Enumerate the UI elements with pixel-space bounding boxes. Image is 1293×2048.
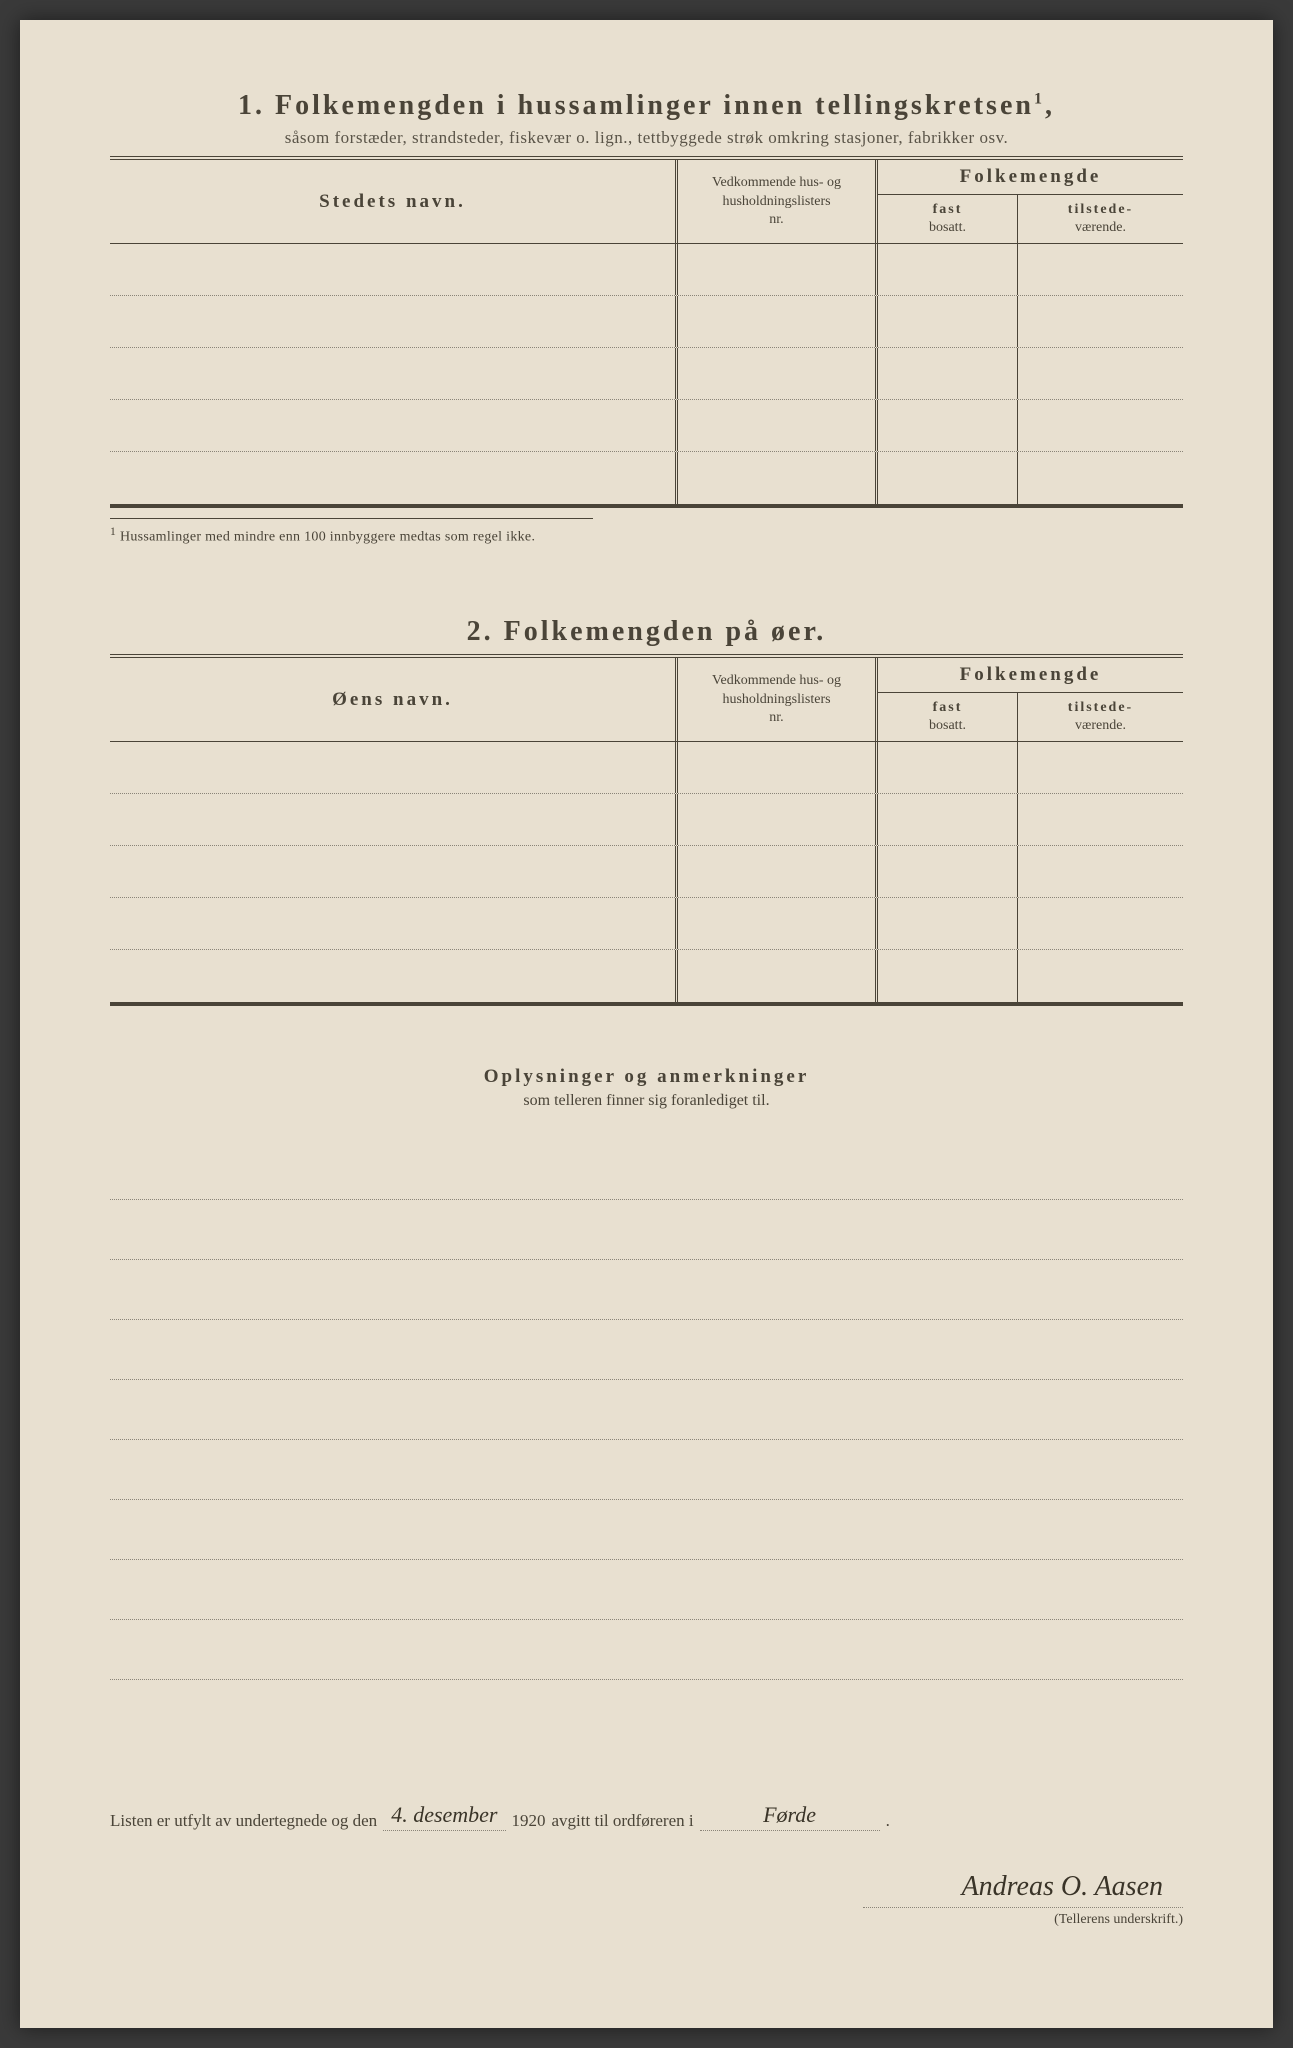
notes-title: Oplysninger og anmerkninger: [110, 1066, 1183, 1088]
til-sub: værende.: [1075, 220, 1126, 235]
notes-subtitle: som telleren finner sig foranlediget til…: [110, 1092, 1183, 1110]
table-row: [110, 348, 1183, 400]
table-row: [110, 296, 1183, 348]
table-row: [110, 452, 1183, 504]
population-title-2: Folkemengde: [878, 658, 1183, 693]
table-2-body: [110, 742, 1183, 1002]
ruled-line: [110, 1260, 1183, 1320]
section-2-title: 2. Folkemengden på øer.: [110, 616, 1183, 648]
col-fast-bosatt: fast bosatt.: [878, 195, 1018, 243]
col-place-name: Stedets navn.: [110, 160, 678, 243]
col2-ref-line3: nr.: [684, 709, 869, 727]
table-row: [110, 400, 1183, 452]
section-1-title: 1. Folkemengden i hussamlinger innen tel…: [110, 90, 1183, 122]
footnote-marker: 1: [110, 525, 116, 538]
section-1-heading: Folkemengden i hussamlinger innen tellin…: [275, 90, 1034, 121]
col-ref-line1: Vedkommende hus- og: [684, 174, 869, 192]
signature-label: (Tellerens underskrift.): [110, 1912, 1183, 1928]
footnote-1: 1 Hussamlinger med mindre enn 100 innbyg…: [110, 518, 593, 546]
ruled-line: [110, 1320, 1183, 1380]
section-1-subtitle: såsom forstæder, strandsteder, fiskevær …: [110, 128, 1183, 148]
ruled-line: [110, 1200, 1183, 1260]
col2-ref-line2: husholdningslisters: [684, 691, 869, 709]
table-1: Stedets navn. Vedkommende hus- og hushol…: [110, 156, 1183, 508]
date-handwritten: 4. desember: [383, 1802, 505, 1831]
year: 1920: [512, 1811, 546, 1831]
notes-lines: [110, 1140, 1183, 1680]
col-population-2: Folkemengde fast bosatt. tilstede- væren…: [878, 658, 1183, 741]
footer-text-1: Listen er utfylt av undertegnede og den: [110, 1811, 377, 1831]
census-form-page: 1. Folkemengden i hussamlinger innen tel…: [20, 20, 1273, 2028]
fast-label-2: fast: [882, 699, 1013, 717]
col-island-name: Øens navn.: [110, 658, 678, 741]
til-sub-2: værende.: [1075, 718, 1126, 733]
table-2-header: Øens navn. Vedkommende hus- og husholdni…: [110, 658, 1183, 742]
col-tilstede: tilstede- værende.: [1018, 195, 1183, 243]
table-row: [110, 846, 1183, 898]
section-2-heading: Folkemengden på øer.: [504, 616, 827, 647]
section-3-notes: Oplysninger og anmerkninger som telleren…: [110, 1066, 1183, 1680]
table-row: [110, 898, 1183, 950]
signature-handwritten: Andreas O. Aasen: [863, 1871, 1183, 1908]
ruled-line: [110, 1440, 1183, 1500]
col-population: Folkemengde fast bosatt. tilstede- væren…: [878, 160, 1183, 243]
table-1-body: [110, 244, 1183, 504]
table-2: Øens navn. Vedkommende hus- og husholdni…: [110, 654, 1183, 1006]
population-sub: fast bosatt. tilstede- værende.: [878, 195, 1183, 243]
col-ref-line2: husholdningslisters: [684, 193, 869, 211]
attestation-line: Listen er utfylt av undertegnede og den …: [110, 1802, 1183, 1831]
footer: Listen er utfylt av undertegnede og den …: [110, 1802, 1183, 1928]
ruled-line: [110, 1500, 1183, 1560]
col-reference-2: Vedkommende hus- og husholdningslisters …: [678, 658, 878, 741]
footnote-text: Hussamlinger med mindre enn 100 innbygge…: [120, 530, 535, 545]
section-2-number: 2.: [467, 616, 494, 647]
col2-ref-line1: Vedkommende hus- og: [684, 672, 869, 690]
section-1-number: 1.: [238, 90, 265, 121]
table-row: [110, 950, 1183, 1002]
population-title: Folkemengde: [878, 160, 1183, 195]
col-ref-line3: nr.: [684, 211, 869, 229]
place-handwritten: Førde: [700, 1802, 880, 1831]
col-tilstede-2: tilstede- værende.: [1018, 693, 1183, 741]
signature-area: Andreas O. Aasen (Tellerens underskrift.…: [110, 1871, 1183, 1928]
ruled-line: [110, 1140, 1183, 1200]
population-sub-2: fast bosatt. tilstede- værende.: [878, 693, 1183, 741]
fast-label: fast: [882, 201, 1013, 219]
table-row: [110, 742, 1183, 794]
footer-text-2: avgitt til ordføreren i: [552, 1811, 694, 1831]
col-fast-bosatt-2: fast bosatt.: [878, 693, 1018, 741]
ruled-line: [110, 1560, 1183, 1620]
table-1-header: Stedets navn. Vedkommende hus- og hushol…: [110, 160, 1183, 244]
table-row: [110, 244, 1183, 296]
til-label: tilstede-: [1022, 201, 1179, 219]
col-reference: Vedkommende hus- og husholdningslisters …: [678, 160, 878, 243]
section-2: 2. Folkemengden på øer. Øens navn. Vedko…: [110, 616, 1183, 1006]
section-1-sup: 1: [1034, 91, 1045, 108]
section-1: 1. Folkemengden i hussamlinger innen tel…: [110, 90, 1183, 546]
ruled-line: [110, 1380, 1183, 1440]
ruled-line: [110, 1620, 1183, 1680]
table-row: [110, 794, 1183, 846]
fast-sub: bosatt.: [929, 220, 966, 235]
fast-sub-2: bosatt.: [929, 718, 966, 733]
til-label-2: tilstede-: [1022, 699, 1179, 717]
